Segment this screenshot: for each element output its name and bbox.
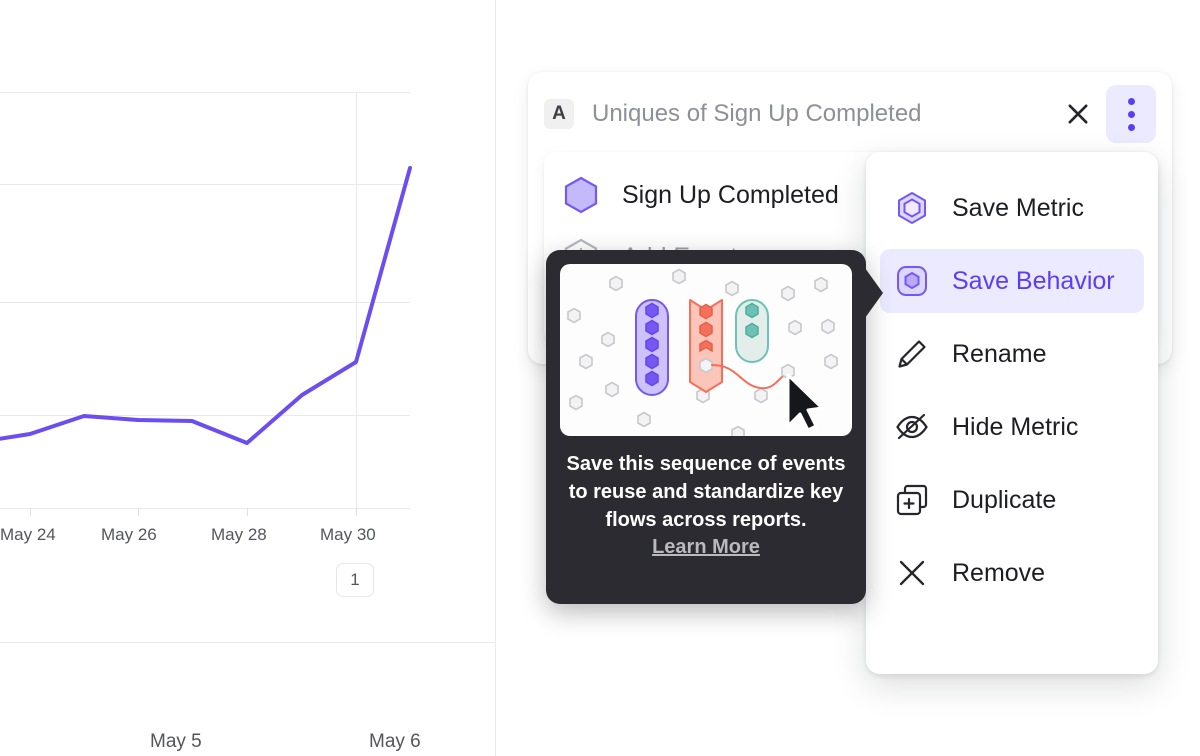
metric-letter-badge: A [544, 99, 574, 129]
more-vertical-icon [1127, 97, 1135, 105]
menu-item-label: Remove [952, 558, 1046, 587]
tooltip-arrow [865, 268, 883, 318]
metric-card-header: A Uniques of Sign Up Completed [528, 72, 1172, 156]
chart-panel: May 24 May 26 May 28 May 30 1 May 5 May … [0, 0, 496, 756]
page-number-badge[interactable]: 1 [336, 563, 374, 597]
event-label: Sign Up Completed [622, 180, 839, 209]
menu-spacer [880, 459, 1144, 468]
menu-item-duplicate[interactable]: Duplicate [880, 468, 1144, 532]
x-tick-label: May 26 [101, 525, 157, 544]
bottom-axis-tick: May 6 [369, 731, 421, 752]
panel-vertical-divider [495, 0, 496, 756]
menu-spacer [880, 386, 1144, 395]
close-icon [894, 555, 930, 591]
menu-item-remove[interactable]: Remove [880, 541, 1144, 605]
more-vertical-icon [1127, 110, 1135, 118]
cursor-icon [786, 373, 824, 432]
hexagon-event-icon [564, 176, 598, 214]
hexagon-metric-icon [894, 190, 930, 226]
close-icon [1068, 104, 1088, 124]
menu-spacer [880, 532, 1144, 541]
behavior-square-icon [894, 263, 930, 299]
menu-item-rename[interactable]: Rename [880, 322, 1144, 386]
menu-spacer [880, 313, 1144, 322]
menu-item-label: Duplicate [952, 485, 1057, 514]
learn-more-link[interactable]: Learn More [652, 536, 760, 558]
metric-options-menu: Save Metric Save Behavior Rename [866, 152, 1158, 674]
more-vertical-icon [1127, 123, 1135, 131]
duplicate-icon [894, 482, 930, 518]
pencil-icon [894, 336, 930, 372]
chart-series-line [0, 166, 412, 445]
menu-item-save-behavior[interactable]: Save Behavior [880, 249, 1144, 313]
chart-x-ticks [30, 508, 357, 516]
menu-item-label: Hide Metric [952, 412, 1079, 441]
x-tick-label: May 28 [211, 525, 267, 544]
metric-card-actions [1058, 85, 1156, 143]
bottom-axis-tick: May 5 [150, 731, 202, 752]
metric-title[interactable]: Uniques of Sign Up Completed [592, 100, 922, 127]
menu-item-save-metric[interactable]: Save Metric [880, 176, 1144, 240]
menu-item-label: Save Behavior [952, 266, 1115, 295]
tooltip-body: Save this sequence of events to reuse an… [566, 453, 846, 531]
menu-item-label: Save Metric [952, 193, 1084, 222]
x-tick-label: May 30 [320, 525, 376, 544]
panel-horizontal-divider [0, 642, 495, 643]
close-metric-button[interactable] [1058, 94, 1098, 134]
metric-options-button[interactable] [1106, 85, 1156, 143]
menu-item-hide-metric[interactable]: Hide Metric [880, 395, 1144, 459]
save-behavior-tooltip: Save this sequence of events to reuse an… [546, 250, 866, 604]
eye-off-icon [894, 409, 930, 445]
chart-gridlines [0, 92, 410, 509]
menu-spacer [880, 240, 1144, 249]
event-row[interactable]: Sign Up Completed [562, 164, 1138, 226]
x-tick-label: May 24 [0, 525, 56, 544]
behavior-sequence-illustration [560, 264, 852, 436]
line-chart [0, 92, 412, 516]
menu-item-label: Rename [952, 339, 1047, 368]
